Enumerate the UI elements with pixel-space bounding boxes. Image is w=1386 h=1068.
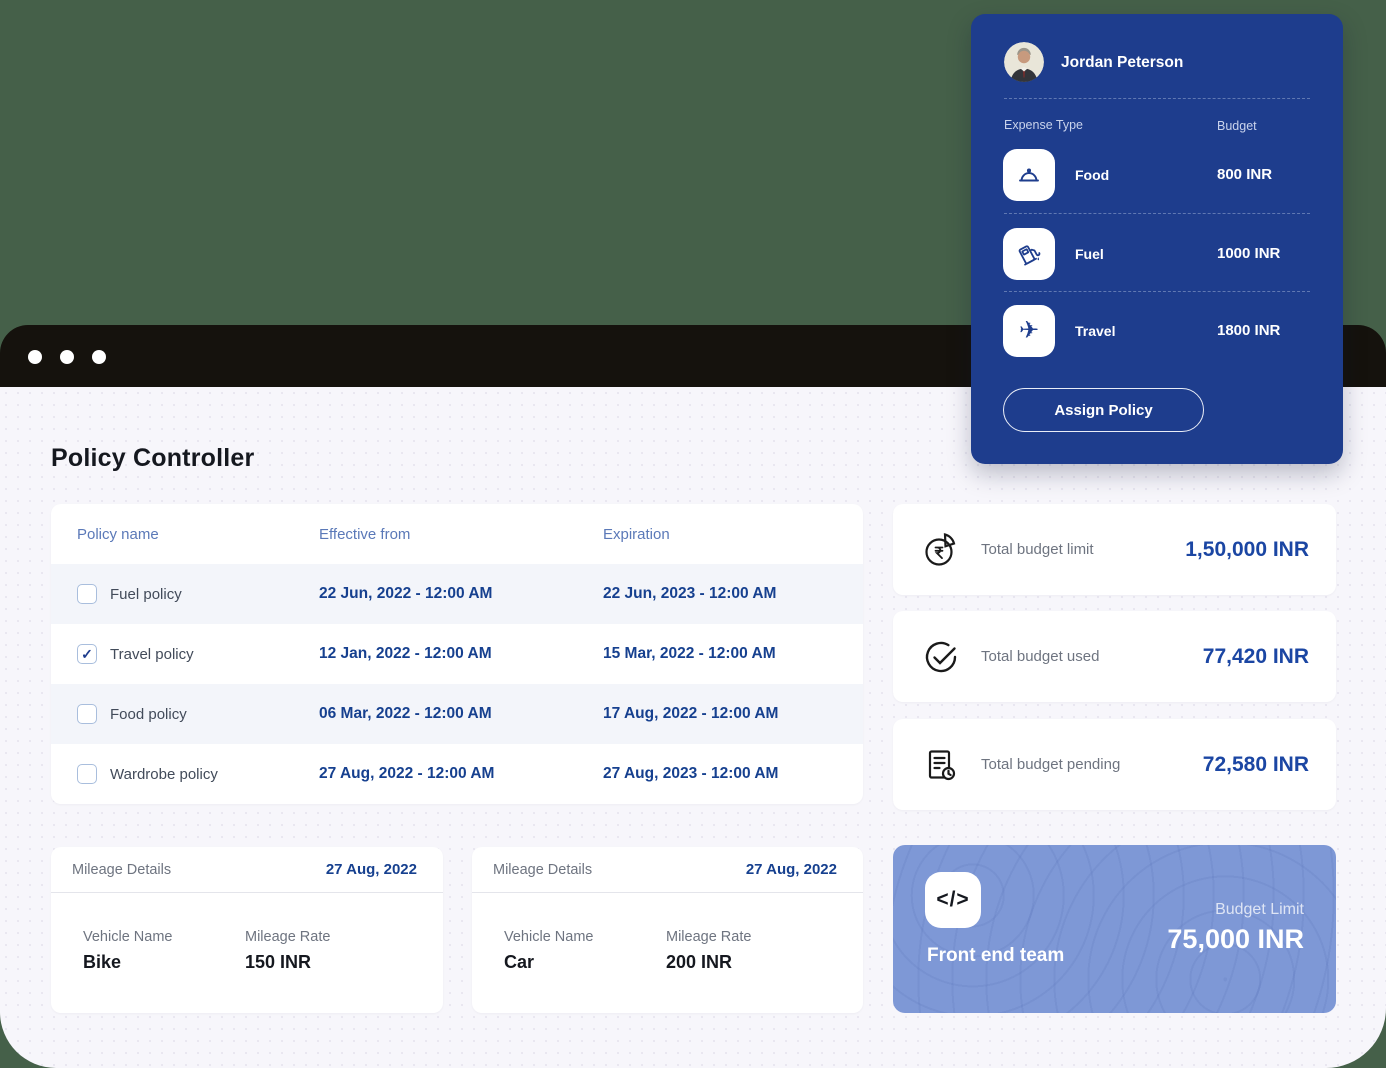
row-checkbox[interactable]: ✓ bbox=[77, 584, 97, 604]
expense-icon-tile bbox=[1003, 228, 1055, 280]
fuel-pump-icon bbox=[1018, 245, 1041, 266]
policy-name: Food policy bbox=[110, 705, 187, 723]
pie-chart-rupee-icon bbox=[925, 532, 956, 566]
policy-table: Policy name Effective from Expiration ✓ … bbox=[51, 504, 863, 804]
team-budget-card: </> Front end team Budget Limit 75,000 I… bbox=[893, 845, 1336, 1013]
budget-limit-label: Budget Limit bbox=[1215, 901, 1304, 918]
mileage-details-card: Mileage Details 27 Aug, 2022 Vehicle Nam… bbox=[51, 847, 443, 1013]
expense-type-label: Food bbox=[1075, 167, 1110, 183]
checkmark-icon: ✓ bbox=[81, 646, 93, 662]
summary-label: Total budget used bbox=[981, 648, 1100, 665]
expiration-date: 15 Mar, 2022 - 12:00 AM bbox=[603, 645, 776, 662]
column-header-expense-type: Expense Type bbox=[1004, 118, 1083, 132]
vehicle-name-label: Vehicle Name bbox=[83, 929, 173, 945]
code-icon: </> bbox=[925, 872, 981, 928]
policy-name: Wardrobe policy bbox=[110, 765, 218, 783]
expense-budget-value: 1000 INR bbox=[1217, 245, 1281, 262]
column-header-expiration: Expiration bbox=[603, 525, 670, 543]
policy-name: Travel policy bbox=[110, 645, 194, 663]
mileage-card-date: 27 Aug, 2022 bbox=[745, 861, 837, 878]
avatar-image bbox=[1004, 42, 1044, 82]
effective-from-date: 22 Jun, 2022 - 12:00 AM bbox=[319, 585, 493, 602]
row-checkbox[interactable]: ✓ bbox=[77, 704, 97, 724]
divider bbox=[1004, 98, 1310, 99]
expense-budget-value: 1800 INR bbox=[1217, 322, 1281, 339]
expiration-date: 17 Aug, 2022 - 12:00 AM bbox=[603, 705, 779, 722]
expiration-date: 27 Aug, 2023 - 12:00 AM bbox=[603, 765, 779, 782]
table-row[interactable]: ✓ Fuel policy 22 Jun, 2022 - 12:00 AM 22… bbox=[51, 564, 863, 624]
table-row[interactable]: ✓ Travel policy 12 Jan, 2022 - 12:00 AM … bbox=[51, 624, 863, 684]
total-budget-pending-card: Total budget pending 72,580 INR bbox=[893, 719, 1336, 810]
window-dot-icon[interactable] bbox=[28, 350, 42, 364]
expiration-date: 22 Jun, 2023 - 12:00 AM bbox=[603, 585, 777, 602]
page-title: Policy Controller bbox=[51, 444, 255, 472]
table-row[interactable]: ✓ Food policy 06 Mar, 2022 - 12:00 AM 17… bbox=[51, 684, 863, 744]
policy-name: Fuel policy bbox=[110, 585, 182, 603]
divider bbox=[1004, 291, 1310, 292]
summary-value: 1,50,000 INR bbox=[1185, 537, 1309, 561]
window-controls bbox=[28, 350, 106, 364]
expense-budget-value: 800 INR bbox=[1217, 166, 1273, 183]
mileage-rate-label: Mileage Rate bbox=[245, 929, 331, 945]
effective-from-date: 27 Aug, 2022 - 12:00 AM bbox=[319, 765, 495, 782]
effective-from-date: 12 Jan, 2022 - 12:00 AM bbox=[319, 645, 492, 662]
summary-label: Total budget pending bbox=[981, 756, 1121, 773]
vehicle-name-value: Bike bbox=[83, 952, 122, 972]
mileage-details-card: Mileage Details 27 Aug, 2022 Vehicle Nam… bbox=[472, 847, 863, 1013]
column-header-budget: Budget bbox=[1217, 119, 1257, 133]
summary-value: 77,420 INR bbox=[1202, 644, 1309, 668]
avatar bbox=[1004, 42, 1044, 82]
window-dot-icon[interactable] bbox=[60, 350, 74, 364]
window-dot-icon[interactable] bbox=[92, 350, 106, 364]
policy-table-header: Policy name Effective from Expiration bbox=[51, 504, 863, 564]
main-panel: Policy Controller Policy name Effective … bbox=[0, 387, 1386, 1068]
summary-label: Total budget limit bbox=[981, 541, 1094, 558]
expense-row: Fuel 1000 INR bbox=[971, 228, 1343, 280]
user-name: Jordan Peterson bbox=[1061, 54, 1184, 71]
expense-row: ✈ Travel 1800 INR bbox=[971, 305, 1343, 357]
column-header-effective-from: Effective from bbox=[319, 525, 411, 543]
mileage-card-date: 27 Aug, 2022 bbox=[325, 861, 417, 878]
expense-type-label: Travel bbox=[1075, 323, 1116, 339]
mileage-rate-label: Mileage Rate bbox=[666, 929, 752, 945]
expense-type-label: Fuel bbox=[1075, 246, 1104, 262]
document-clock-icon bbox=[928, 749, 956, 780]
row-checkbox[interactable]: ✓ bbox=[77, 764, 97, 784]
vehicle-name-label: Vehicle Name bbox=[504, 929, 594, 945]
mileage-card-title: Mileage Details bbox=[493, 861, 593, 878]
vehicle-name-value: Car bbox=[504, 952, 535, 972]
total-budget-used-card: Total budget used 77,420 INR bbox=[893, 611, 1336, 702]
table-row[interactable]: ✓ Wardrobe policy 27 Aug, 2022 - 12:00 A… bbox=[51, 744, 863, 804]
team-name: Front end team bbox=[927, 945, 1065, 966]
code-icon-glyph: </> bbox=[936, 888, 970, 911]
expense-icon-tile bbox=[1003, 149, 1055, 201]
airplane-icon: ✈ bbox=[1018, 317, 1040, 344]
expense-row: Food 800 INR bbox=[971, 149, 1343, 201]
check-circle-icon bbox=[925, 641, 957, 672]
total-budget-limit-card: Total budget limit 1,50,000 INR bbox=[893, 504, 1336, 595]
mileage-card-title: Mileage Details bbox=[72, 861, 172, 878]
effective-from-date: 06 Mar, 2022 - 12:00 AM bbox=[319, 705, 492, 722]
assign-policy-card: Jordan Peterson Expense Type Budget Food… bbox=[971, 14, 1343, 464]
summary-value: 72,580 INR bbox=[1202, 752, 1309, 776]
assign-policy-button[interactable]: Assign Policy bbox=[1003, 388, 1204, 432]
food-cloche-icon bbox=[1019, 168, 1039, 182]
mileage-rate-value: 150 INR bbox=[245, 952, 312, 972]
column-header-policy-name: Policy name bbox=[77, 525, 159, 543]
row-checkbox[interactable]: ✓ bbox=[77, 644, 97, 664]
divider bbox=[1004, 213, 1310, 214]
budget-limit-value: 75,000 INR bbox=[1167, 924, 1304, 954]
expense-icon-tile: ✈ bbox=[1003, 305, 1055, 357]
mileage-rate-value: 200 INR bbox=[666, 952, 733, 972]
